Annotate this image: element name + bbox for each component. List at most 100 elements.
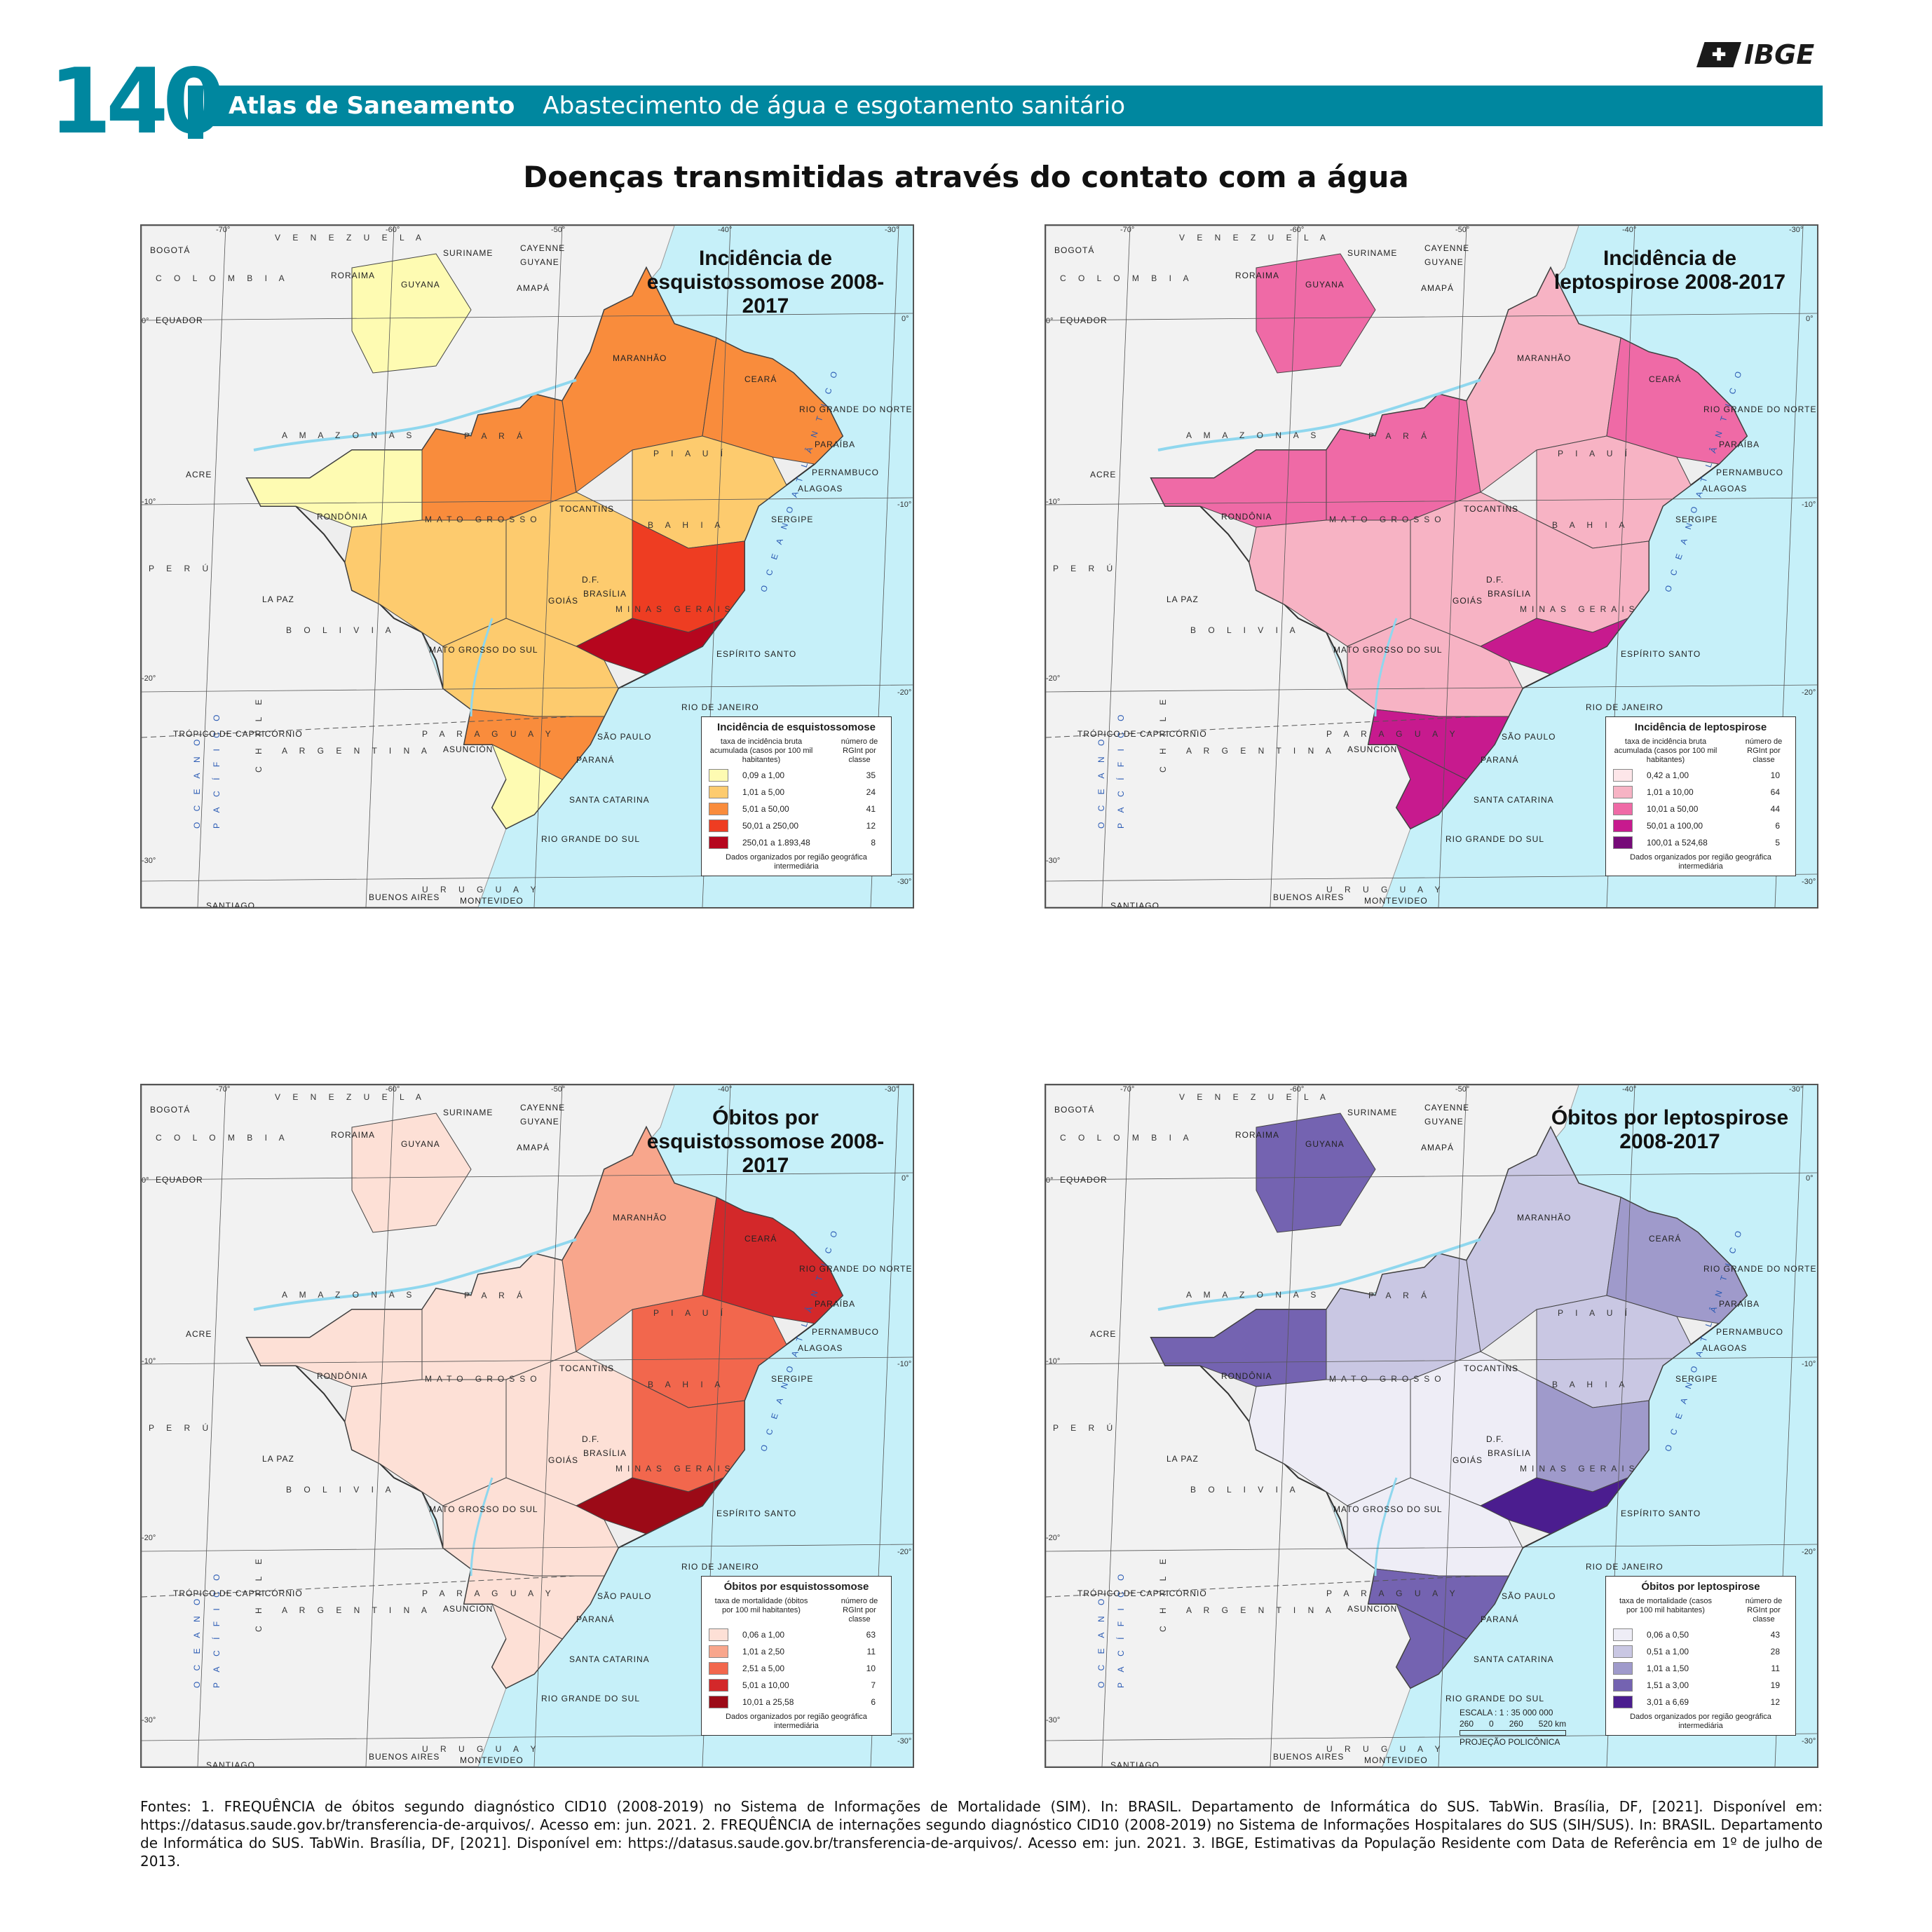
map-label-bogota: BOGOTÁ [150,1105,191,1115]
legend-range: 2,51 a 5,00 [742,1664,785,1673]
legend-swatch [1613,1628,1633,1641]
map-label-lat-10: -10° [1802,501,1816,509]
legend-count: 11 [866,1647,876,1657]
map-label-lon-70: -70° [216,1085,231,1094]
region-polygon [1396,1603,1467,1689]
scale-tick: 260 [1460,1719,1474,1729]
map-label-bolivia: B O L I V I A [286,625,396,635]
region-polygon [1396,743,1467,829]
meridian-line [1438,226,1467,907]
map-label-tropico: TRÓPICO DE CAPRICÓRNIO [1077,729,1207,739]
map-obitos-esquistossomose: Óbitos por esquistossomose 2008-2017 BOGO… [140,1084,914,1768]
map-label-minas: MINAS GERAIS [1520,1464,1640,1474]
map-label-espirito-santo: ESPÍRITO SANTO [716,1509,797,1518]
sources-note: Fontes: 1. FREQUÊNCIA de óbitos segundo … [140,1798,1823,1870]
legend-swatch [709,1679,728,1692]
ocean-pacifico-label-1: O C E A N O [192,1594,202,1688]
map-label-rondonia: RONDÔNIA [317,1371,368,1381]
river-amazon [1157,379,1481,451]
river-parana [470,1477,494,1577]
ocean-pacifico-label-1: O C E A N O [1096,1594,1106,1688]
map-label-pernambuco: PERNAMBUCO [812,1327,880,1337]
legend-row: 0,06 a 0,50 43 [1613,1628,1788,1641]
page-number-bar [188,86,203,139]
map-title: Óbitos por leptospirose 2008-2017 [1551,1106,1789,1153]
map-label-piaui: P I A U Í [1558,449,1633,458]
map-label-acre: ACRE [186,1329,212,1339]
map-label-amapa: AMAPÁ [1421,283,1455,293]
map-label-argentina: A R G E N T I N A [282,746,432,756]
map-label-peru: P E R Ú [149,564,214,573]
map-label-lat-20: -20° [1802,688,1816,697]
legend-title: Óbitos por leptospirose [1641,1581,1760,1593]
region-polygon [491,1603,563,1689]
map-obitos-leptospirose: Óbitos por leptospirose 2008-2017 BOGOTÁ V… [1045,1084,1818,1768]
legend-count: 24 [866,787,876,797]
map-label-df: D.F. [1486,1434,1504,1444]
legend-row: 10,01 a 25,58 6 [709,1696,884,1708]
ocean-pacifico-label-2: P A C Í F I C O [1116,1570,1126,1688]
ibge-logo: ✚ IBGE [1696,39,1814,70]
legend-swatch [709,1645,728,1658]
map-label-argentina: A R G E N T I N A [1186,1605,1336,1615]
region-polygon [1256,1113,1376,1233]
map-label-colombia: C O L O M B I A [1060,1133,1194,1143]
map-label-roraima: RORAIMA [331,271,376,280]
legend-row: 5,01 a 10,00 7 [709,1679,884,1692]
parallel-line [142,313,913,321]
map-label-lat-10: -10° [1046,1357,1061,1366]
map-label-maranhao: MARANHÃO [613,1213,667,1223]
legend-range: 0,06 a 0,50 [1647,1630,1689,1640]
legend-count: 44 [1770,804,1780,814]
map-label-lat-20: -20° [1046,1534,1061,1542]
map-label-lat-20: -20° [142,1534,156,1542]
legend-swatch [709,803,728,815]
legend-row: 1,01 a 1,50 11 [1613,1662,1788,1675]
map-label-uruguay: U R U G U A Y [422,1744,541,1754]
map-label-ceara: CEARÁ [1649,1234,1682,1244]
scale-tick: 260 [1509,1719,1523,1729]
map-label-venezuela: V E N E Z U E L A [1179,1092,1331,1102]
map-label-lon-30: -30° [1789,1085,1804,1094]
parallel-line [1046,497,1817,505]
map-label-lat-20: -20° [897,688,912,697]
map-label-argentina: A R G E N T I N A [1186,746,1336,756]
map-label-lon-60: -60° [1290,226,1305,234]
map-label-lon-60: -60° [386,226,400,234]
legend-swatch [709,1662,728,1675]
map-label-santiago: SANTIAGO [1110,901,1160,909]
legend-row: 2,51 a 5,00 10 [709,1662,884,1675]
legend-range: 100,01 a 524,68 [1647,838,1708,848]
map-label-piaui: P I A U Í [653,1308,728,1318]
map-label-colombia: C O L O M B I A [156,1133,290,1143]
legend-note: Dados organizados por região geográfica … [726,1713,867,1730]
region-polygon [562,1126,717,1352]
map-label-suriname: SURINAME [443,1108,494,1117]
map-label-bolivia: B O L I V I A [286,1485,396,1495]
map-label-lat-0: 0° [1046,1176,1054,1185]
legend-col-rate: taxa de mortalidade (casos por 100 mil h… [1619,1597,1713,1614]
map-label-alagoas: ALAGOAS [1702,484,1748,494]
map-label-sao-paulo: SÃO PAULO [1502,732,1556,742]
map-label-lat-30: -30° [142,857,156,865]
legend-count: 11 [1771,1664,1780,1673]
map-label-tocantins: TOCANTINS [559,504,615,514]
map-label-lat-20: -20° [142,674,156,683]
region-polygon [442,618,619,717]
map-label-buenos-aires: BUENOS AIRES [1273,892,1345,902]
map-label-equador: EQUADOR [1060,315,1108,325]
map-label-paraiba: PARAÍBA [815,440,856,449]
projection-label: PROJEÇÃO POLICÔNICA [1460,1737,1560,1747]
map-label-rio: RIO DE JANEIRO [681,1562,759,1572]
legend-swatch [1613,1696,1633,1708]
map-label-amapa: AMAPÁ [517,1143,550,1152]
map-label-mgs: MATO GROSSO DO SUL [429,1504,538,1514]
map-label-brasilia: BRASÍLIA [1488,1448,1532,1458]
map-label-lon-40: -40° [1622,226,1637,234]
river-parana [1374,618,1398,717]
legend-count: 28 [1770,1647,1780,1657]
map-label-bolivia: B O L I V I A [1190,1485,1300,1495]
map-label-rgs: RIO GRANDE DO SUL [1445,1694,1545,1703]
map-label-amapa: AMAPÁ [1421,1143,1455,1152]
map-label-alagoas: ALAGOAS [1702,1343,1748,1353]
